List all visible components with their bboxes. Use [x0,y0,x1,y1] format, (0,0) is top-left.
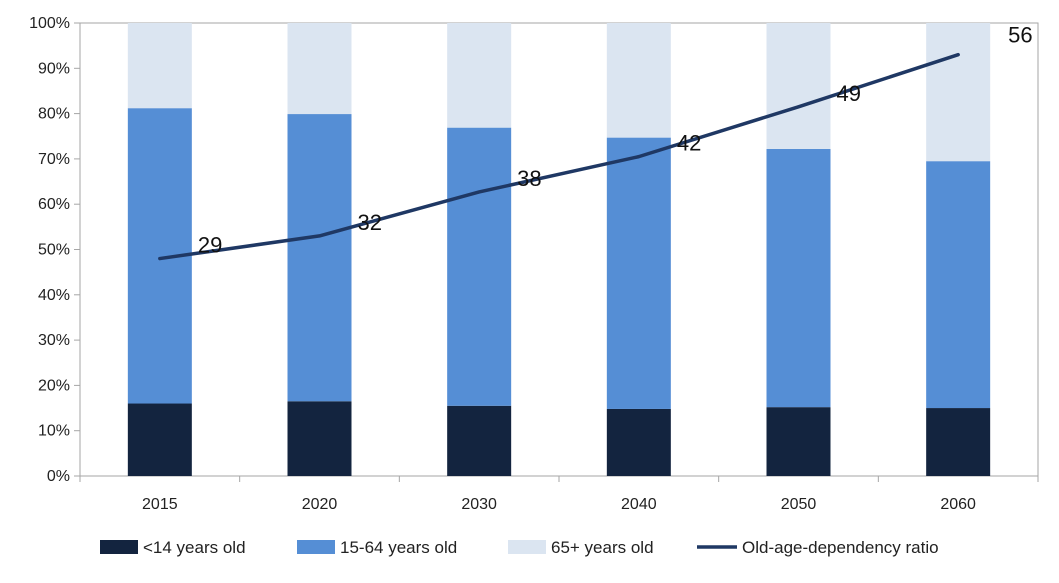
bar-segment-1 [127,403,192,476]
x-tick-label: 2015 [142,496,178,513]
bar-segment-2 [766,148,831,408]
bar-segment-1 [287,401,352,476]
x-tick-label: 2030 [461,496,497,513]
bar-segment-2 [926,161,991,409]
line-data-label: 38 [517,166,541,191]
line-data-label: 29 [198,233,222,258]
y-tick-label: 0% [47,468,70,485]
y-tick-label: 100% [29,15,70,32]
legend-swatch [508,540,546,554]
dependency-ratio-line [158,52,960,261]
line-data-label: 56 [1008,23,1032,48]
y-tick-label: 10% [38,423,70,440]
bar-segment-3 [447,23,512,128]
x-tick-label: 2050 [781,496,817,513]
data-labels: 29 32 38 42 49 56 [198,23,1033,258]
legend-label: <14 years old [143,538,246,557]
legend-item: 15-64 years old [297,538,457,557]
y-tick-label: 20% [38,377,70,394]
axes: 0% 10% 20% 30% 40% 50% 60% 70% 80% 90% 100% 2015 202… [29,15,1039,513]
line-data-label: 49 [837,81,861,106]
x-tick-label: 2040 [621,496,657,513]
y-tick-label: 70% [38,151,70,168]
bar-segment-3 [926,23,991,162]
legend-label: 15-64 years old [340,538,457,557]
bar-segment-1 [606,408,671,476]
line-data-label: 32 [358,210,382,235]
line-data-label: 42 [677,131,701,156]
y-tick-label: 40% [38,287,70,304]
bars [127,23,991,476]
y-tick-label: 30% [38,332,70,349]
bar-segment-1 [447,405,512,476]
legend-swatch [297,540,335,554]
y-tick-label: 80% [38,106,70,123]
legend-swatch [100,540,138,554]
legend-label: 65+ years old [551,538,654,557]
legend-item: 65+ years old [508,538,654,557]
bar-segment-1 [766,407,831,476]
legend-item: Old-age-dependency ratio [697,538,939,557]
y-tick-label: 60% [38,196,70,213]
bar-segment-3 [766,23,831,149]
bar-segment-2 [606,137,671,409]
legend-item: <14 years old [100,538,246,557]
y-tick-label: 50% [38,242,70,259]
bar-segment-3 [127,23,192,109]
bar-segment-1 [926,408,991,476]
dependency-line-layer [158,52,960,261]
legend-label: Old-age-dependency ratio [742,538,939,557]
x-tick-label: 2020 [302,496,338,513]
bar-segment-3 [606,23,671,138]
bar-segment-3 [287,23,352,115]
legend: <14 years old 15-64 years old 65+ years ol… [100,538,939,557]
bar-segment-2 [287,114,352,402]
bar-segment-2 [447,127,512,406]
x-tick-label: 2060 [940,496,976,513]
y-tick-label: 90% [38,60,70,77]
